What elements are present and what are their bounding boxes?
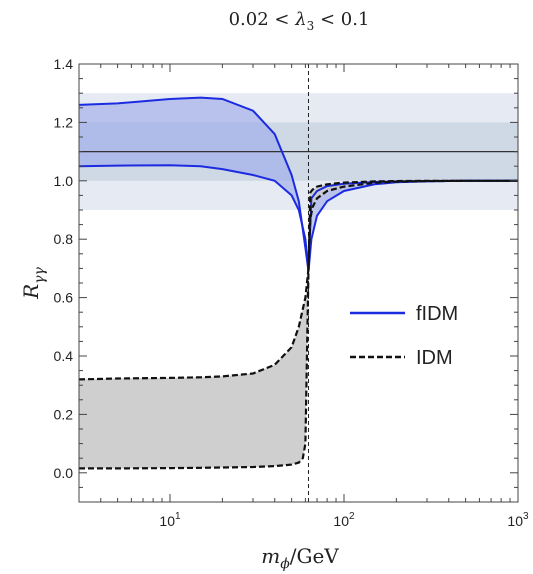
y-axis-label: Rγγ [19,266,48,299]
series-fills [79,97,518,469]
legend: fIDM IDM [350,303,458,369]
x-axis-label: mϕ/GeV [261,544,339,572]
y-tick-label: 1.4 [54,56,74,72]
svg-text:0.02 < λ3 < 0.1: 0.02 < λ3 < 0.1 [229,9,370,33]
svg-text:mϕ/GeV: mϕ/GeV [261,544,339,572]
x-tick-label: 103 [507,511,529,529]
line-fIDM-lower [78,164,518,272]
y-tick-label: 0.4 [54,348,74,364]
y-tick-label: 0.8 [54,231,74,247]
y-tick-label: 1.2 [54,114,74,130]
x-tick-labels: 101 102 103 [159,511,529,529]
x-tick-label: 102 [333,511,355,529]
line-IDM-lower [79,179,518,470]
plot-area: 0.0 0.2 0.4 0.6 0.8 1.0 1.2 1.4 101 102 103 [54,56,529,529]
y-tick-label: 0.0 [54,465,74,481]
fill-fIDM [79,97,518,272]
svg-text:Rγγ: Rγγ [19,266,48,299]
y-tick-label: 0.2 [54,406,74,422]
x-tick-label: 101 [159,511,181,529]
legend-label-IDM: IDM [416,347,453,369]
y-tick-labels: 0.0 0.2 0.4 0.6 0.8 1.0 1.2 1.4 [54,56,74,481]
y-tick-label: 1.0 [54,173,74,189]
chart-title: 0.02 < λ3 < 0.1 [229,9,370,33]
axis-ticks [78,63,519,503]
fill-IDM [79,180,518,469]
y-tick-label: 0.6 [54,290,74,306]
series-lines [78,96,518,470]
legend-label-fIDM: fIDM [416,303,458,325]
